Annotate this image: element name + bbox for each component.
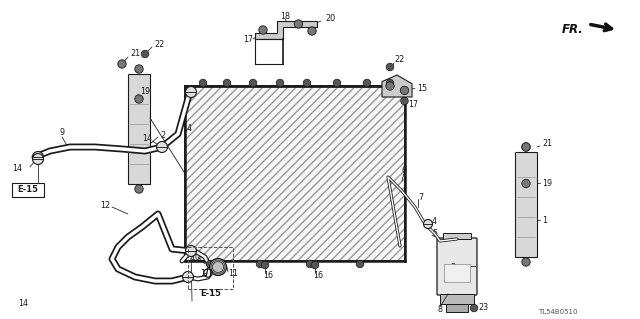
- Circle shape: [135, 65, 143, 73]
- Bar: [12, 183, 44, 197]
- Circle shape: [400, 86, 409, 95]
- Circle shape: [522, 143, 530, 151]
- Text: 13: 13: [200, 269, 210, 278]
- Bar: [185, 86, 405, 261]
- Bar: [128, 74, 150, 184]
- Text: 10: 10: [190, 253, 200, 262]
- Text: 9: 9: [60, 129, 65, 137]
- Circle shape: [186, 246, 196, 256]
- Circle shape: [294, 20, 303, 28]
- Circle shape: [209, 258, 227, 276]
- Bar: [188, 247, 233, 289]
- Circle shape: [256, 260, 264, 268]
- Circle shape: [199, 79, 207, 87]
- Text: 17: 17: [243, 35, 253, 44]
- Circle shape: [259, 26, 268, 34]
- Text: 23: 23: [478, 303, 488, 313]
- Polygon shape: [255, 21, 317, 39]
- Circle shape: [356, 260, 364, 268]
- Circle shape: [157, 142, 168, 152]
- Text: 12: 12: [100, 201, 110, 210]
- Text: 5: 5: [432, 229, 437, 239]
- Text: 15: 15: [417, 84, 427, 93]
- Text: 14: 14: [12, 165, 22, 174]
- Circle shape: [386, 63, 394, 71]
- Text: 16: 16: [263, 271, 273, 279]
- Bar: [515, 152, 537, 257]
- Circle shape: [470, 304, 478, 312]
- Text: 22: 22: [154, 41, 164, 49]
- Bar: [185, 86, 405, 261]
- Circle shape: [182, 271, 193, 283]
- Text: FR.: FR.: [562, 23, 584, 36]
- Text: 21: 21: [130, 49, 140, 58]
- Text: 7: 7: [418, 192, 423, 202]
- Circle shape: [135, 185, 143, 193]
- Text: 14: 14: [182, 124, 192, 133]
- Text: 18: 18: [280, 12, 290, 21]
- Text: 20: 20: [325, 14, 335, 24]
- Circle shape: [522, 143, 530, 151]
- Circle shape: [522, 179, 530, 188]
- Text: E-15: E-15: [200, 290, 221, 299]
- Circle shape: [261, 261, 269, 269]
- Text: 22: 22: [394, 56, 404, 64]
- Text: TL54B0510: TL54B0510: [538, 309, 577, 315]
- Text: 19: 19: [140, 87, 150, 97]
- Text: 16: 16: [313, 271, 323, 279]
- Bar: [443, 233, 471, 239]
- Text: E-15: E-15: [17, 186, 38, 195]
- Circle shape: [401, 97, 408, 105]
- Circle shape: [424, 219, 433, 228]
- Circle shape: [141, 50, 149, 58]
- Text: 19: 19: [542, 179, 552, 188]
- Circle shape: [364, 79, 371, 87]
- Circle shape: [522, 258, 530, 266]
- Text: 1: 1: [542, 216, 547, 225]
- Polygon shape: [382, 75, 412, 97]
- Circle shape: [386, 82, 394, 90]
- Text: 11: 11: [228, 269, 238, 278]
- Circle shape: [306, 260, 314, 268]
- Text: 17: 17: [408, 100, 419, 109]
- Text: 2: 2: [160, 131, 165, 140]
- FancyBboxPatch shape: [437, 238, 477, 295]
- Text: 3: 3: [450, 263, 455, 271]
- Circle shape: [311, 261, 319, 269]
- Circle shape: [186, 86, 196, 98]
- Text: 21: 21: [542, 139, 552, 149]
- Text: 14: 14: [142, 135, 152, 144]
- Text: 14: 14: [18, 299, 28, 308]
- Text: 4: 4: [432, 217, 437, 226]
- Circle shape: [33, 153, 44, 165]
- Bar: [185, 86, 405, 261]
- Circle shape: [206, 260, 214, 268]
- Bar: [440, 294, 474, 304]
- Text: 8: 8: [438, 305, 443, 314]
- Text: 6: 6: [402, 167, 407, 175]
- Circle shape: [118, 60, 126, 68]
- Bar: [444, 264, 470, 282]
- Circle shape: [135, 95, 143, 103]
- Circle shape: [308, 27, 316, 35]
- Bar: [446, 304, 468, 312]
- Circle shape: [249, 79, 257, 87]
- Circle shape: [333, 79, 341, 87]
- Circle shape: [303, 79, 311, 87]
- Circle shape: [276, 79, 284, 87]
- Circle shape: [223, 79, 231, 87]
- Circle shape: [386, 79, 394, 87]
- Circle shape: [33, 152, 44, 162]
